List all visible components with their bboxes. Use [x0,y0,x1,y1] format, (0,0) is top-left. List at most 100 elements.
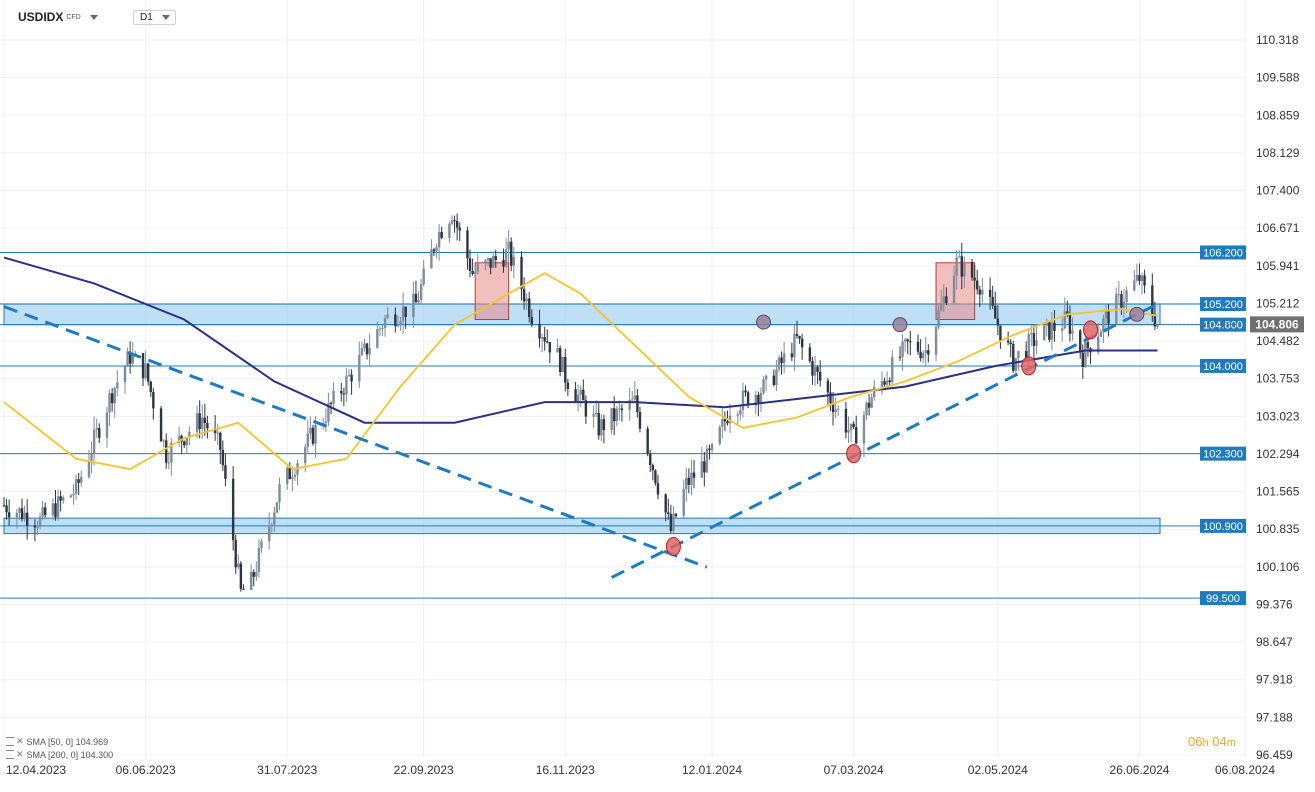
candle-body [476,263,479,272]
candle-body [404,306,407,317]
close-icon[interactable]: ✕ [16,749,24,759]
candle-body [566,382,570,390]
candle-body [219,432,222,450]
candle-body [1048,322,1051,340]
level-tag [1200,358,1246,373]
candle-body [234,540,237,568]
candle-body [775,369,778,385]
candle-body [548,342,552,353]
candle-body [916,341,920,352]
level-tag-label: 99.500 [1206,593,1240,605]
candle-body [23,512,26,520]
candle-body [419,284,423,301]
timer-hours: 06 [1188,734,1203,749]
candle-body [7,512,11,518]
trendline [3,305,708,569]
candle-body [996,318,1000,326]
level-tag-label: 104.000 [1203,361,1243,373]
touch-marker [665,537,681,557]
candle-body [870,397,873,408]
candle-body [213,428,217,433]
candle-body [195,413,199,432]
candle-body [687,477,691,485]
candle-body [309,427,312,434]
candle-body [510,241,513,266]
candle-body [126,351,129,367]
candle-body [798,336,801,339]
candle-body [522,288,526,302]
level-tag [1200,591,1246,606]
y-tick-label: 108.129 [1256,146,1300,160]
candle-body [844,408,848,433]
timer-minutes-unit: m [1226,737,1236,749]
candle-body [649,454,652,466]
candle-body [324,421,328,424]
candle-body [1099,331,1103,337]
candle-body [293,474,297,477]
settings-icon[interactable] [6,737,14,746]
candle-body [999,325,1002,341]
candle-body [314,424,317,444]
candle-body [528,298,531,317]
candle-body [963,262,966,277]
legend-sma200[interactable]: ✕ SMA [200, 0] 104.300 [6,749,113,760]
candle-body [123,366,127,383]
candle-body [1102,318,1105,332]
candle-body [873,387,876,398]
candle-body [898,356,902,358]
candle-body [1042,325,1046,341]
candle-body [386,314,389,318]
candle-body [721,419,724,427]
candle-body [224,465,227,479]
x-tick-label: 02.05.2024 [968,763,1028,777]
candle-body [682,489,685,516]
candle-body [1081,352,1084,367]
legend-sma50[interactable]: ✕ SMA [50, 0] 104.969 [6,736,108,747]
close-icon[interactable]: ✕ [16,736,24,746]
zones [3,303,1161,535]
candle-body [383,317,387,329]
candle-body [728,415,732,424]
candle-body [1032,333,1036,346]
candle-body [546,341,549,343]
symbol-selector[interactable]: USDIDX CFD [18,9,98,25]
chevron-down-icon[interactable] [89,14,98,20]
settings-icon[interactable] [6,750,14,759]
candle-body [399,321,402,325]
candle-body [741,390,745,411]
levels: 106.200 105.200 104.800 104.000 102.300 100.9… [0,245,1246,606]
candles [2,213,1159,592]
y-tick-label: 106.671 [1256,221,1300,235]
candle-body [216,432,219,434]
candle-body [252,571,255,577]
candle-body [92,429,96,454]
chevron-down-icon[interactable] [162,15,170,20]
candle-body [772,375,776,385]
candle-body [736,414,739,416]
candle-countdown: 06h 04m [1188,734,1236,749]
candle-body [1012,344,1015,371]
candle-body [170,442,173,463]
candle-body [880,381,884,388]
candle-body [306,433,310,447]
candle-body [201,417,204,429]
candle-body [1024,351,1028,359]
x-tick-label: 12.01.2024 [682,763,742,777]
timeframe-selector[interactable]: D1 [133,10,176,25]
candle-body [512,256,515,266]
candle-body [991,296,994,306]
candle-body [958,256,961,258]
x-tick-label: 12.04.2023 [6,763,66,777]
candle-body [757,394,760,403]
y-tick-label: 101.565 [1256,485,1300,499]
candle-body [453,220,456,222]
axes: 110.318 109.588 108.859 108.129 107.400 106.6… [6,33,1304,777]
candle-body [574,389,577,402]
y-tick-label: 105.941 [1256,259,1300,273]
candle-body [847,430,850,433]
candle-body [901,341,904,357]
timer-minutes: 04 [1212,734,1227,749]
candle-body [618,408,621,410]
